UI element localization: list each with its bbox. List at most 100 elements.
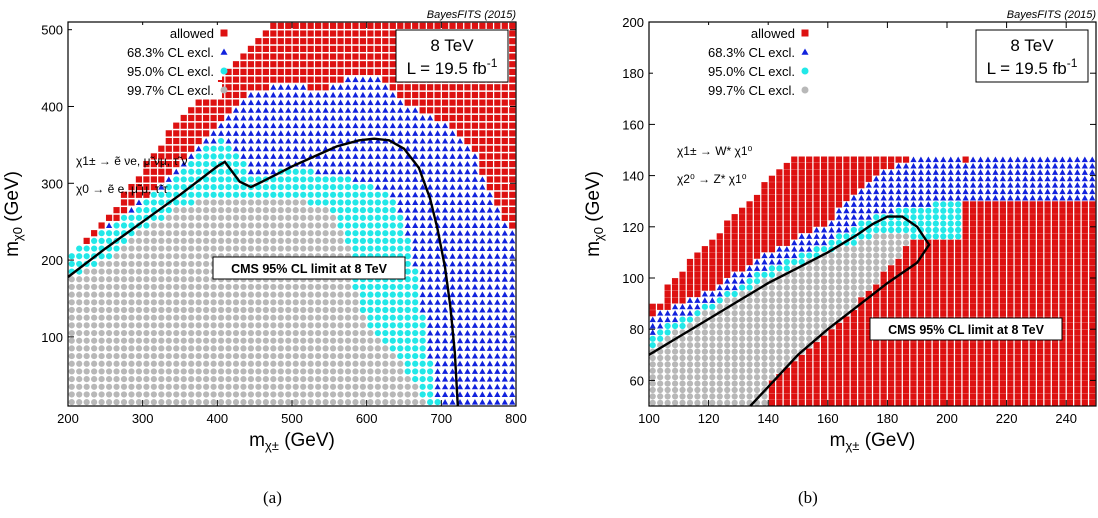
- allowed-point: [150, 184, 157, 191]
- cl997-point: [240, 314, 247, 321]
- allowed-point: [947, 348, 954, 355]
- cl997-point: [724, 342, 731, 349]
- cl68-point: [419, 191, 426, 198]
- allowed-point: [925, 348, 932, 355]
- cl68-point: [412, 130, 419, 136]
- cl997-point: [716, 342, 723, 349]
- cl997-point: [694, 354, 701, 362]
- allowed-point: [813, 393, 820, 400]
- cl997-point: [664, 380, 671, 387]
- allowed-point: [427, 99, 434, 106]
- cl997-point: [173, 352, 180, 360]
- allowed-point: [962, 393, 969, 400]
- cl997-point: [843, 278, 850, 285]
- cl68-point: [419, 214, 426, 221]
- cl68-point: [441, 207, 449, 213]
- cl997-point: [783, 284, 790, 291]
- allowed-point: [984, 214, 992, 221]
- allowed-point: [962, 354, 969, 362]
- cl95-point: [389, 283, 396, 291]
- cl68-point: [255, 91, 262, 98]
- allowed-point: [798, 393, 805, 400]
- cl997-point: [98, 383, 105, 390]
- allowed-point: [1081, 271, 1088, 278]
- allowed-point: [798, 182, 805, 189]
- allowed-point: [315, 76, 322, 83]
- allowed-point: [843, 342, 850, 349]
- cl95-point: [902, 220, 910, 227]
- cl68-point: [813, 226, 820, 233]
- cl997-point: [247, 199, 255, 206]
- cl997-point: [135, 245, 143, 252]
- cl997-point: [359, 360, 367, 367]
- allowed-point: [1044, 226, 1051, 234]
- process-label: χ0 → ẽ e, μ̃ μ, τ̃ τ: [76, 182, 168, 196]
- cl95-point: [382, 222, 389, 229]
- cl997-point: [880, 246, 887, 253]
- cl997-point: [783, 297, 790, 304]
- allowed-point: [955, 265, 962, 272]
- cl997-point: [195, 352, 202, 360]
- cl997-point: [270, 376, 277, 383]
- y-tick-label: 160: [622, 117, 644, 132]
- allowed-point: [1014, 207, 1021, 214]
- cl68-point: [434, 153, 441, 159]
- cl997-point: [352, 368, 359, 375]
- cl68-point: [247, 122, 255, 129]
- allowed-point: [1051, 386, 1059, 394]
- cl95-point: [412, 299, 419, 306]
- cl997-point: [709, 393, 716, 400]
- allowed-point: [1029, 233, 1036, 240]
- cl997-point: [262, 329, 269, 337]
- allowed-point: [1089, 310, 1096, 317]
- allowed-point: [441, 22, 449, 29]
- cl95-point: [925, 226, 932, 234]
- allowed-point: [820, 348, 828, 355]
- allowed-point: [783, 226, 790, 234]
- cl997-point: [113, 253, 120, 260]
- cl997-point: [791, 322, 798, 330]
- cl68-point: [359, 99, 367, 106]
- cl68-point: [806, 233, 813, 239]
- cl95-point: [895, 226, 902, 234]
- cl997-point: [285, 399, 292, 406]
- cl95-point: [367, 245, 374, 252]
- allowed-point: [1037, 367, 1044, 374]
- allowed-point: [776, 399, 783, 406]
- cl68-point: [434, 184, 441, 190]
- cl68-point: [419, 237, 426, 244]
- cl95-point: [374, 191, 381, 198]
- allowed-point: [850, 342, 857, 349]
- cl997-point: [716, 367, 723, 374]
- allowed-point: [835, 399, 843, 406]
- cl95-point: [143, 207, 150, 214]
- allowed-point: [694, 252, 701, 259]
- cl68-point: [277, 91, 284, 98]
- allowed-point: [999, 310, 1006, 317]
- allowed-point: [1037, 278, 1044, 285]
- allowed-point: [374, 61, 381, 68]
- cl997-point: [746, 348, 753, 355]
- allowed-point: [806, 169, 813, 176]
- allowed-point: [932, 278, 939, 285]
- cl95-point: [404, 345, 411, 352]
- cl997-point: [701, 322, 708, 330]
- cl68-point: [806, 246, 813, 252]
- cl95-point: [419, 383, 426, 390]
- cl997-point: [150, 368, 157, 375]
- cl68-point: [716, 284, 723, 291]
- cl68-point: [247, 91, 255, 98]
- allowed-point: [1007, 367, 1014, 374]
- cl997-point: [143, 260, 150, 268]
- cl68-point: [285, 84, 292, 90]
- y-tick-label: 180: [622, 66, 644, 81]
- cl997-point: [240, 245, 247, 252]
- cl997-point: [217, 199, 225, 206]
- cl68-point: [337, 99, 344, 106]
- cl68-point: [434, 368, 441, 374]
- cl95-point: [292, 168, 299, 175]
- cl95-point: [947, 201, 954, 208]
- allowed-point: [992, 297, 999, 304]
- allowed-point: [999, 348, 1006, 355]
- cl997-point: [404, 383, 411, 390]
